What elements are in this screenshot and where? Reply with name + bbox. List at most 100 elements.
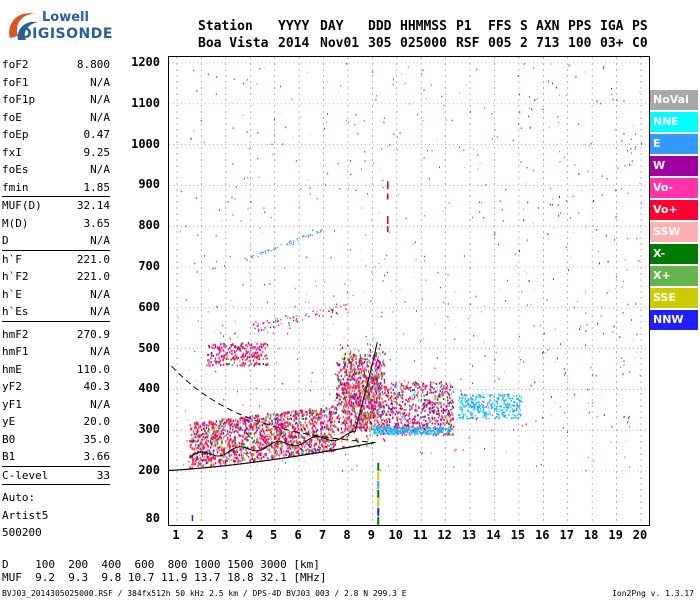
echo-point [270,444,272,447]
echo-point [447,433,450,436]
echo-point [307,452,309,455]
echo-point [435,390,438,393]
echo-point [335,311,338,314]
echo-point [397,392,399,395]
echo-point [283,383,285,385]
echo-point [271,419,273,423]
echo-point [375,391,378,394]
echo-point [505,399,507,401]
echo-point [369,414,372,418]
echo-point [290,240,292,242]
echo-point [360,399,362,402]
echo-point [443,418,445,421]
echo-point [463,255,465,257]
echo-point [304,410,307,413]
echo-point [251,256,253,258]
echo-point [192,461,194,464]
echo-point [344,427,346,431]
echo-point [413,394,416,397]
echo-point [381,422,384,425]
echo-point [433,403,436,406]
echo-point [231,449,233,453]
echo-point [360,363,363,366]
echo-point [309,133,311,136]
echo-point [216,451,219,454]
echo-point [360,423,362,426]
echo-point [557,115,559,118]
echo-point [254,431,256,435]
echo-point [446,408,448,411]
echo-point [258,451,260,454]
echo-point [216,346,219,349]
echo-point [360,373,362,377]
echo-point [429,430,432,432]
echo-point [413,427,416,430]
echo-point [233,425,235,428]
echo-point [365,429,367,432]
echo-point [209,364,211,367]
echo-point [396,392,398,395]
echo-point [430,84,432,86]
echo-point [348,396,350,399]
echo-point [241,416,244,420]
echo-point [332,430,334,433]
echo-point [242,435,244,438]
echo-point [365,397,367,400]
echo-point [374,378,377,381]
echo-point [425,98,427,100]
echo-point [196,430,198,434]
echo-point [190,440,192,443]
echo-point [387,430,389,432]
echo-point [287,447,290,450]
echo-point [308,451,310,454]
echo-point [316,310,318,312]
echo-point [202,438,205,442]
echo-point [354,426,357,429]
echo-point [211,421,214,425]
echo-point [253,346,256,349]
echo-point [343,304,345,306]
echo-point [210,354,213,357]
echo-point [303,437,306,440]
echo-point [266,343,269,346]
echo-point [223,450,225,453]
echo-point [248,432,250,435]
echo-point [257,357,259,360]
echo-point [355,361,357,364]
echo-point [404,388,406,391]
echo-point [397,136,399,138]
echo-point [254,327,256,330]
param-name: foEp [2,128,29,141]
echo-point [405,427,408,429]
echo-point [315,431,317,434]
echo-point [390,402,393,405]
echo-point [338,393,340,396]
echo-point [339,187,341,190]
echo-point [362,385,364,388]
echo-point [365,422,367,425]
echo-point [417,386,419,389]
echo-point [446,428,449,430]
echo-point [391,432,393,434]
echo-point [324,435,326,438]
echo-point [257,323,259,325]
echo-point [295,440,297,443]
echo-point [335,417,337,420]
echo-point [245,423,247,426]
echo-point [216,442,219,445]
param-name: yF1 [2,397,22,411]
echo-point [342,416,345,419]
echo-point [330,424,332,427]
echo-point [352,355,355,358]
echo-point [624,456,626,458]
echo-point [190,456,193,459]
param-row: B0 35.0 [2,431,110,449]
echo-point [244,458,246,462]
echo-point [203,141,205,144]
echo-point [450,392,453,395]
echo-point [494,403,496,406]
echo-point [329,433,332,436]
echo-point [449,434,452,437]
echo-point [350,364,352,367]
echo-point [370,410,372,414]
